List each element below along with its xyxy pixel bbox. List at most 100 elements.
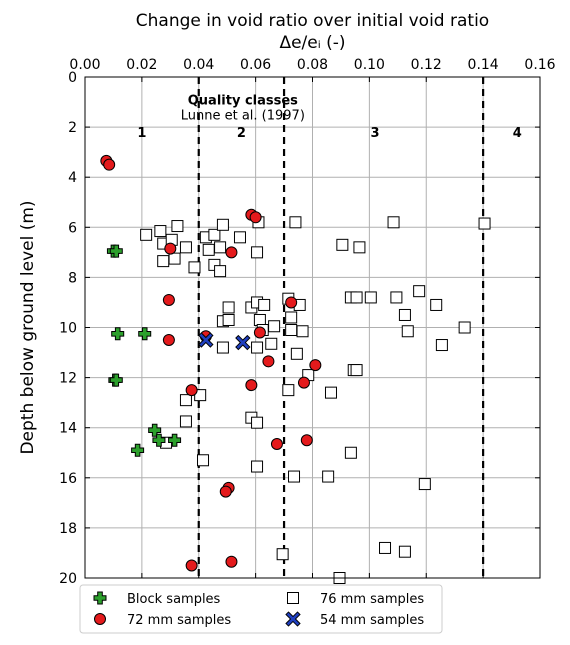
76-mm-samples-point	[140, 228, 153, 241]
76-mm-samples-point	[154, 225, 167, 238]
y-tick-label: 20	[59, 571, 77, 587]
72-mm-samples-point	[245, 379, 258, 392]
y-tick-label: 18	[59, 521, 77, 537]
legend-label: 72 mm samples	[127, 613, 231, 628]
data-points	[100, 154, 491, 584]
76-mm-samples-point	[216, 341, 229, 354]
76-mm-samples-point	[350, 291, 363, 304]
76-mm-samples-point	[251, 460, 264, 473]
quality-class-label: 3	[371, 126, 380, 141]
72-mm-samples-point	[253, 326, 266, 339]
legend-label: Block samples	[127, 592, 221, 607]
72-mm-samples-point	[164, 242, 177, 255]
y-tick-label: 2	[68, 120, 77, 136]
block-samples-point	[152, 433, 166, 447]
76-mm-samples-point	[353, 241, 366, 254]
76-mm-samples-point	[168, 252, 181, 265]
legend-marker	[93, 591, 107, 605]
76-mm-samples-point	[418, 478, 431, 491]
76-mm-samples-point	[344, 446, 357, 459]
72-mm-samples-point	[297, 376, 310, 389]
72-mm-samples-point	[103, 158, 116, 171]
block-samples-point	[168, 433, 182, 447]
y-tick-label: 6	[68, 220, 77, 236]
76-mm-samples-point	[214, 265, 227, 278]
76-mm-samples-point	[478, 217, 491, 230]
76-mm-samples-point	[458, 321, 471, 334]
76-mm-samples-point	[387, 216, 400, 229]
72-mm-samples-point	[249, 211, 262, 224]
76-mm-samples-point	[390, 291, 403, 304]
76-mm-samples-point	[285, 311, 298, 324]
72-mm-samples-point	[185, 384, 198, 397]
block-samples-point	[109, 373, 123, 387]
quality-class-label: 4	[513, 126, 522, 141]
76-mm-samples-point	[398, 308, 411, 321]
legend-marker	[285, 611, 301, 627]
grid-lines	[85, 77, 540, 578]
legend-marker	[94, 613, 106, 625]
legend: Block samples 72 mm samples 76 mm samples 5…	[79, 584, 443, 634]
x-tick-label: 0.06	[240, 57, 271, 73]
76-mm-samples-point	[322, 470, 335, 483]
72-mm-samples-point	[162, 334, 175, 347]
76-mm-samples-point	[179, 415, 192, 428]
76-mm-samples-point	[430, 298, 443, 311]
x-tick-label: 0.08	[297, 57, 328, 73]
72-mm-samples-point	[225, 246, 238, 259]
76-mm-samples-point	[290, 347, 303, 360]
76-mm-samples-point	[188, 261, 201, 274]
76-mm-samples-point	[179, 241, 192, 254]
y-axis-label: Depth below ground level (m)	[18, 200, 38, 454]
class-boundary-lines: 1 2 3 4	[137, 77, 522, 578]
76-mm-samples-point	[258, 298, 271, 311]
y-tick-label: 12	[59, 371, 77, 387]
quality-class-label: 2	[237, 126, 246, 141]
76-mm-samples-point	[197, 454, 210, 467]
block-samples-point	[109, 244, 123, 258]
72-mm-samples-point	[300, 434, 313, 447]
y-tick-label: 10	[59, 321, 77, 337]
76-mm-samples-point	[157, 255, 170, 268]
76-mm-samples-point	[208, 228, 221, 241]
72-mm-samples-point	[219, 485, 232, 498]
quality-classes-reference: Lunne et al. (1997)	[181, 109, 305, 124]
y-tick-label: 4	[68, 170, 77, 186]
x-tick-label: 0.02	[126, 57, 157, 73]
54-mm-samples-point	[235, 334, 251, 351]
block-samples-point	[111, 327, 125, 341]
76-mm-samples-point	[251, 416, 264, 429]
76-mm-samples-point	[251, 246, 264, 259]
76-mm-samples-point	[289, 216, 302, 229]
72-mm-samples-point	[285, 296, 298, 309]
76-mm-samples-point	[268, 320, 281, 333]
y-tick-label: 8	[68, 270, 77, 286]
72-mm-samples-point	[185, 559, 198, 572]
76-mm-samples-point	[282, 384, 295, 397]
legend-label: 54 mm samples	[320, 613, 424, 628]
legend-box	[79, 584, 443, 634]
76-mm-samples-point	[296, 325, 309, 338]
x-tick-label: 0.16	[524, 57, 555, 73]
76-mm-samples-point	[276, 548, 289, 561]
76-mm-samples-point	[251, 341, 264, 354]
legend-label: 76 mm samples	[320, 592, 424, 607]
72-mm-samples-point	[225, 555, 238, 568]
76-mm-samples-point	[379, 541, 392, 554]
76-mm-samples-point	[435, 339, 448, 352]
x-tick-label: 0.10	[354, 57, 385, 73]
x-tick-label: 0.00	[69, 57, 100, 73]
76-mm-samples-point	[171, 220, 184, 233]
legend-marker	[287, 592, 299, 604]
x-axis-ticks: 0.00 0.02 0.04 0.06 0.08 0.10 0.12 0.14 0.16	[69, 57, 556, 578]
76-mm-samples-point	[413, 285, 426, 298]
76-mm-samples-point	[179, 394, 192, 407]
76-mm-samples-point	[222, 301, 235, 314]
quality-classes-title: Quality classes	[188, 94, 298, 109]
x-axis-label: Δe/eᵢ (-)	[279, 33, 345, 53]
72-mm-samples-point	[270, 437, 283, 450]
y-tick-label: 14	[59, 421, 77, 437]
76-mm-samples-point	[233, 231, 246, 244]
